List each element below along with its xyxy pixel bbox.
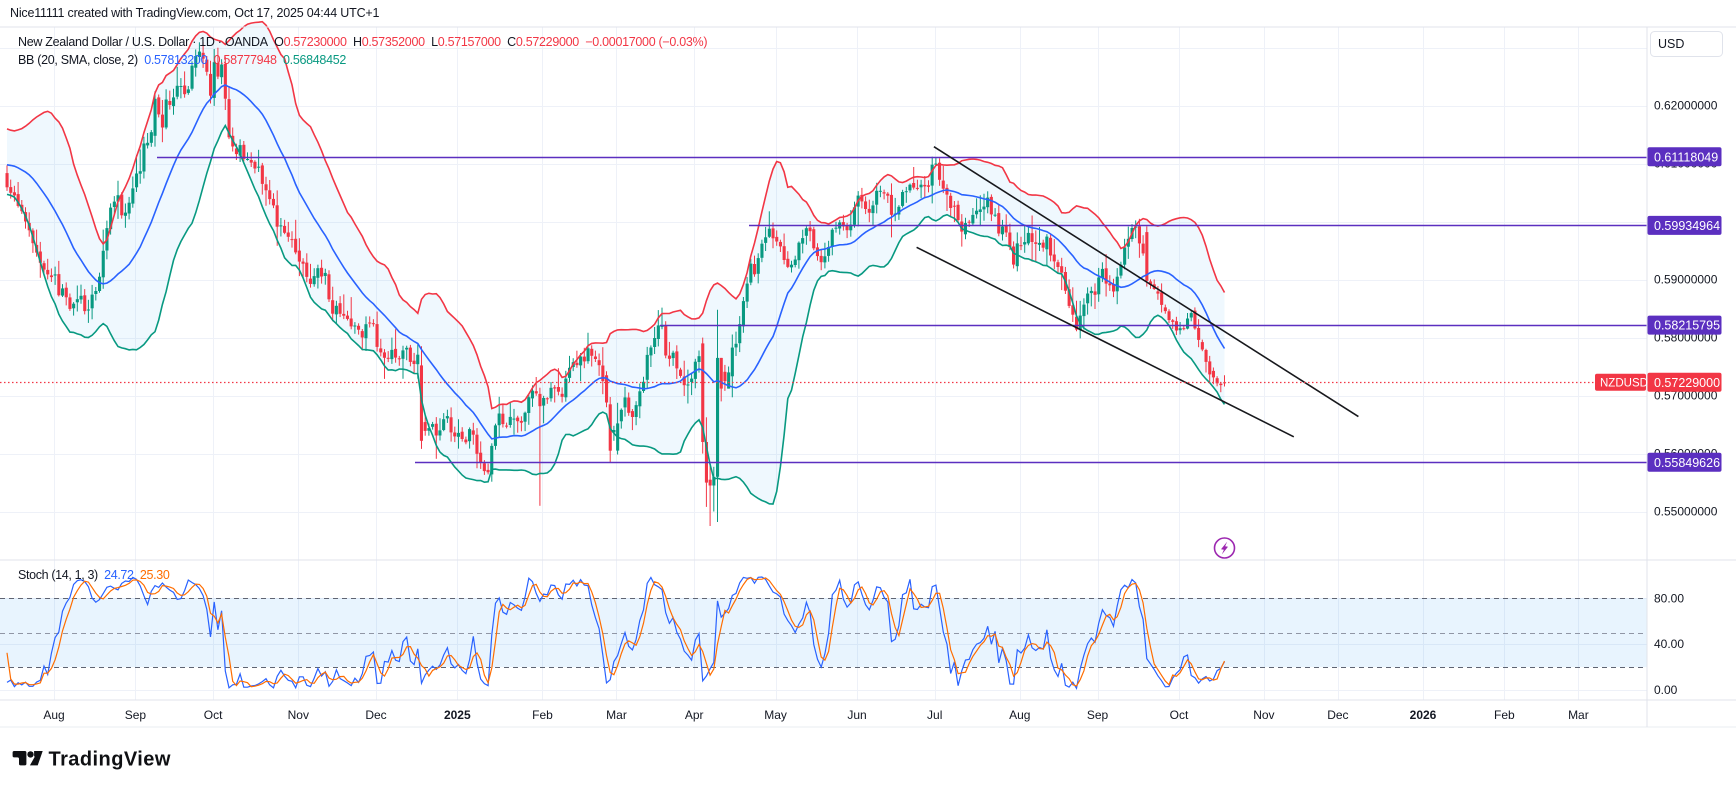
svg-text:0.59000000: 0.59000000 (1654, 273, 1718, 287)
svg-text:NZDUSD: NZDUSD (1600, 377, 1648, 389)
svg-text:TradingView: TradingView (49, 748, 171, 770)
svg-text:0.58215795: 0.58215795 (1654, 319, 1720, 333)
svg-text:May: May (764, 708, 787, 722)
svg-text:Apr: Apr (685, 708, 704, 722)
svg-text:USD: USD (1658, 37, 1684, 51)
svg-text:Mar: Mar (1568, 708, 1589, 722)
svg-text:Jul: Jul (927, 708, 942, 722)
svg-text:Feb: Feb (1494, 708, 1515, 722)
svg-text:0.57229000: 0.57229000 (1654, 376, 1720, 390)
svg-text:Nov: Nov (1253, 708, 1274, 722)
svg-text:Nov: Nov (288, 708, 309, 722)
svg-text:Mar: Mar (606, 708, 627, 722)
svg-text:0.55000000: 0.55000000 (1654, 505, 1718, 519)
svg-text:0.00: 0.00 (1654, 683, 1678, 697)
svg-text:0.61118049: 0.61118049 (1654, 150, 1718, 164)
svg-text:Oct: Oct (1170, 708, 1189, 722)
svg-text:Sep: Sep (1087, 708, 1109, 722)
svg-text:Dec: Dec (1327, 708, 1348, 722)
svg-text:Oct: Oct (204, 708, 223, 722)
svg-text:2026: 2026 (1410, 708, 1437, 722)
svg-text:Aug: Aug (43, 708, 64, 722)
svg-text:2025: 2025 (444, 708, 471, 722)
svg-text:0.55849626: 0.55849626 (1654, 456, 1720, 470)
svg-text:Sep: Sep (125, 708, 147, 722)
svg-text:40.00: 40.00 (1654, 637, 1684, 651)
svg-text:Feb: Feb (532, 708, 553, 722)
svg-text:Aug: Aug (1009, 708, 1030, 722)
svg-text:Dec: Dec (365, 708, 386, 722)
svg-text:80.00: 80.00 (1654, 591, 1684, 605)
svg-text:0.62000000: 0.62000000 (1654, 99, 1718, 113)
svg-text:Jun: Jun (847, 708, 866, 722)
svg-text:0.57000000: 0.57000000 (1654, 389, 1718, 403)
svg-text:0.59934964: 0.59934964 (1654, 219, 1720, 233)
